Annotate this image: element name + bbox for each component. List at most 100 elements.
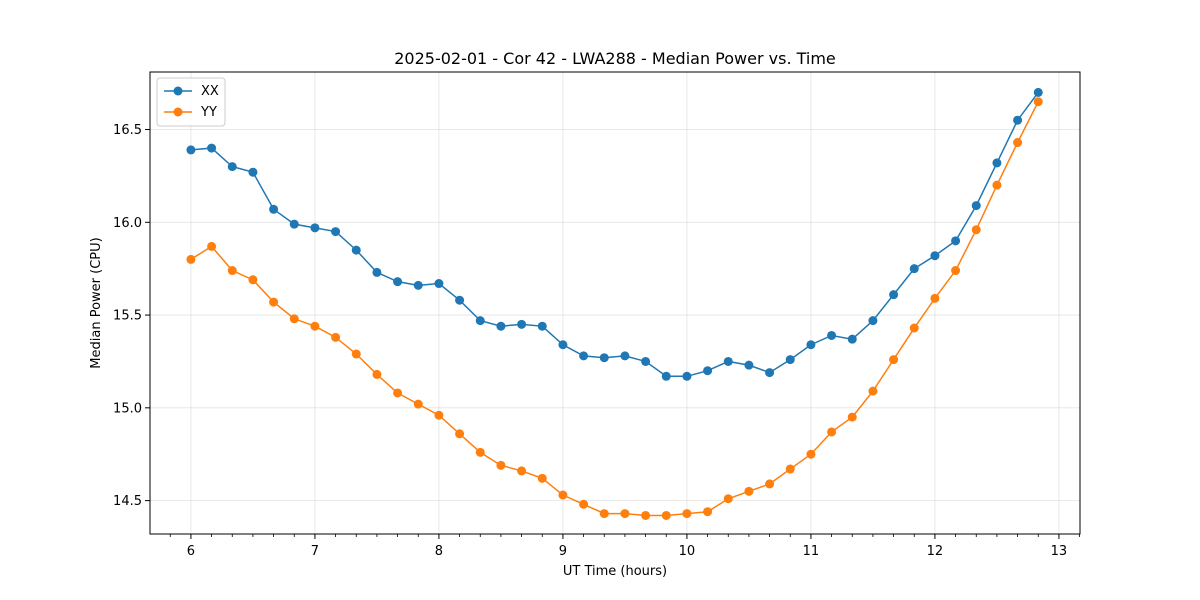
data-point-yy bbox=[785, 464, 795, 474]
data-point-xx bbox=[889, 290, 899, 300]
data-point-xx bbox=[537, 321, 547, 331]
y-tick-label: 14.5 bbox=[113, 494, 142, 509]
y-tick-label: 16.0 bbox=[113, 216, 142, 231]
legend-marker-xx bbox=[173, 86, 183, 96]
x-tick-label: 12 bbox=[927, 544, 944, 559]
data-point-xx bbox=[971, 201, 981, 211]
data-point-xx bbox=[723, 356, 733, 366]
data-point-xx bbox=[682, 371, 692, 381]
x-tick-label: 7 bbox=[311, 544, 319, 559]
y-tick-label: 15.0 bbox=[113, 401, 142, 416]
data-point-xx bbox=[785, 355, 795, 365]
legend-label-yy: YY bbox=[200, 105, 217, 120]
data-point-xx bbox=[1033, 87, 1043, 97]
data-point-yy bbox=[1033, 97, 1043, 107]
data-point-yy bbox=[951, 266, 961, 276]
data-point-yy bbox=[579, 499, 589, 509]
data-point-yy bbox=[496, 460, 506, 470]
data-point-yy bbox=[393, 388, 403, 398]
data-point-yy bbox=[248, 275, 258, 285]
data-point-yy bbox=[682, 509, 692, 519]
data-point-yy bbox=[455, 429, 465, 439]
data-point-yy bbox=[661, 510, 671, 520]
data-point-xx bbox=[393, 277, 403, 287]
data-point-xx bbox=[641, 356, 651, 366]
data-point-xx bbox=[806, 340, 816, 350]
x-tick-label: 10 bbox=[679, 544, 696, 559]
data-point-yy bbox=[227, 266, 237, 276]
data-point-xx bbox=[558, 340, 568, 350]
data-point-xx bbox=[455, 295, 465, 305]
series-xx bbox=[186, 87, 1043, 381]
data-point-yy bbox=[620, 509, 630, 519]
data-point-yy bbox=[351, 349, 361, 359]
legend-label-xx: XX bbox=[201, 84, 219, 99]
x-tick-label: 11 bbox=[803, 544, 820, 559]
data-point-yy bbox=[847, 412, 857, 422]
data-point-yy bbox=[1013, 138, 1023, 148]
x-axis-label: UT Time (hours) bbox=[563, 564, 667, 579]
data-point-yy bbox=[517, 466, 527, 476]
data-point-xx bbox=[868, 316, 878, 326]
plot-frame bbox=[149, 71, 1081, 535]
data-point-yy bbox=[289, 314, 299, 324]
data-point-yy bbox=[992, 180, 1002, 190]
x-tick-label: 9 bbox=[559, 544, 567, 559]
data-point-yy bbox=[310, 321, 320, 331]
data-point-xx bbox=[1013, 115, 1023, 125]
data-point-xx bbox=[434, 279, 444, 289]
data-point-xx bbox=[703, 366, 713, 376]
data-point-yy bbox=[971, 225, 981, 235]
y-axis-label: Median Power (CPU) bbox=[89, 237, 104, 368]
data-point-xx bbox=[599, 353, 609, 363]
data-point-xx bbox=[331, 227, 341, 237]
data-point-xx bbox=[207, 143, 217, 153]
data-point-yy bbox=[537, 473, 547, 483]
data-point-xx bbox=[951, 236, 961, 246]
data-point-yy bbox=[413, 399, 423, 409]
data-point-yy bbox=[703, 507, 713, 517]
data-point-yy bbox=[889, 355, 899, 365]
x-tick-label: 8 bbox=[435, 544, 443, 559]
series-layer bbox=[186, 87, 1043, 520]
data-point-xx bbox=[930, 251, 940, 261]
data-point-yy bbox=[331, 332, 341, 342]
data-point-yy bbox=[434, 410, 444, 420]
data-point-xx bbox=[475, 316, 485, 326]
data-point-yy bbox=[269, 297, 279, 307]
data-point-yy bbox=[744, 486, 754, 496]
data-point-yy bbox=[723, 494, 733, 504]
data-point-xx bbox=[186, 145, 196, 155]
data-point-xx bbox=[227, 162, 237, 172]
data-point-xx bbox=[269, 204, 279, 214]
data-point-yy bbox=[765, 479, 775, 489]
data-point-xx bbox=[909, 264, 919, 274]
data-point-yy bbox=[599, 509, 609, 519]
data-point-xx bbox=[413, 280, 423, 290]
data-point-yy bbox=[930, 293, 940, 303]
series-line-yy bbox=[190, 101, 1039, 517]
data-point-xx bbox=[620, 351, 630, 361]
data-point-yy bbox=[207, 241, 217, 251]
data-point-yy bbox=[806, 449, 816, 459]
legend: XX YY bbox=[156, 77, 226, 127]
data-point-yy bbox=[558, 490, 568, 500]
data-point-yy bbox=[186, 254, 196, 264]
data-point-yy bbox=[475, 447, 485, 457]
data-point-yy bbox=[827, 427, 837, 437]
y-tick-label: 16.5 bbox=[113, 123, 142, 138]
data-point-xx bbox=[351, 245, 361, 255]
data-point-xx bbox=[661, 371, 671, 381]
data-point-xx bbox=[289, 219, 299, 229]
data-point-xx bbox=[744, 360, 754, 370]
x-tick-label: 13 bbox=[1051, 544, 1068, 559]
series-yy bbox=[186, 97, 1043, 520]
data-point-xx bbox=[847, 334, 857, 344]
data-point-yy bbox=[641, 510, 651, 520]
x-tick-label: 6 bbox=[187, 544, 195, 559]
data-point-xx bbox=[765, 368, 775, 378]
chart-title: 2025-02-01 - Cor 42 - LWA288 - Median Po… bbox=[394, 49, 836, 68]
data-point-xx bbox=[517, 319, 527, 329]
